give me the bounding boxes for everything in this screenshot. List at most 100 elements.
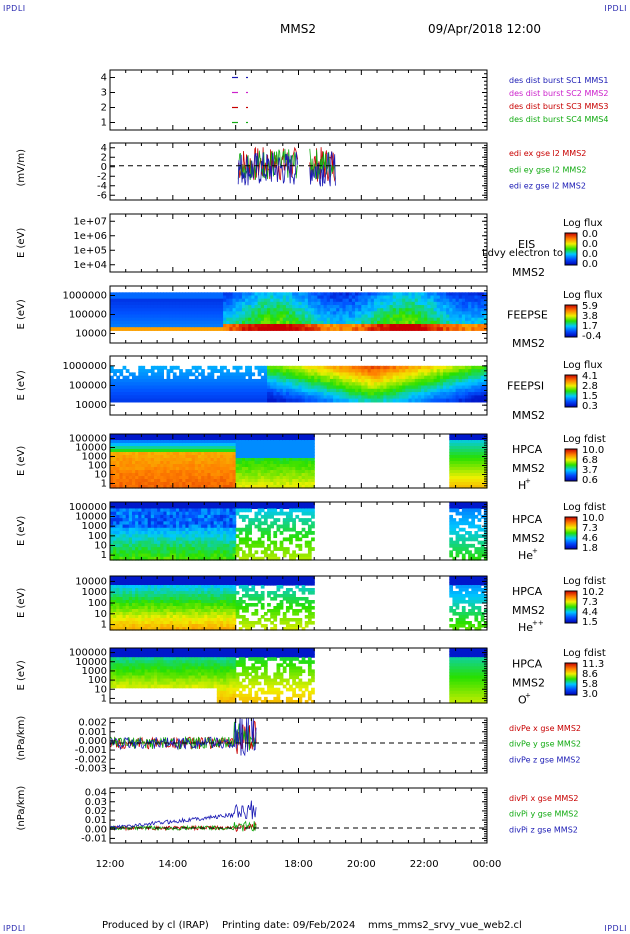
spectrogram-cell (273, 320, 278, 325)
spectrogram-cell (188, 392, 193, 396)
spectrogram-cell (125, 382, 130, 387)
spectrogram-cell (408, 292, 413, 297)
spectrogram-cell (238, 531, 243, 535)
spectrogram-cell (204, 527, 208, 532)
spectrogram-cell (125, 534, 130, 539)
spectrogram-cell (383, 382, 388, 387)
spectrogram-cell (477, 440, 482, 444)
spectrogram-cell (185, 298, 190, 303)
spectrogram-cell (169, 298, 174, 303)
spectrogram-cell (241, 372, 246, 377)
spectrogram-cell (323, 317, 328, 322)
spectrogram-cell (219, 443, 224, 447)
spectrogram-cell (157, 365, 161, 370)
spectrogram-cell (182, 534, 186, 539)
spectrogram-cell (292, 375, 296, 380)
spectrogram-cell (116, 518, 121, 522)
spectrogram-cell (238, 449, 243, 453)
spectrogram-cell (157, 543, 161, 548)
spectrogram-cell (373, 375, 378, 380)
spectrogram-cell (197, 305, 202, 309)
spectrogram-cell (213, 320, 218, 325)
spectrogram-cell (480, 392, 485, 396)
spectrogram-cell (232, 531, 237, 535)
spectrogram-cell (317, 295, 322, 300)
spectrogram-cell (276, 298, 281, 303)
spectrogram-cell (125, 375, 130, 380)
spectrogram-cell (317, 324, 322, 328)
spectrogram-cell (150, 324, 155, 328)
spectrogram-cell (254, 311, 259, 316)
spectrogram-cell (213, 369, 218, 373)
spectrogram-cell (311, 317, 315, 322)
spectrogram-cell (402, 305, 406, 309)
spectrogram-cell (326, 292, 331, 297)
spectrogram-cell (175, 378, 180, 383)
spectrogram-cell (446, 320, 450, 325)
spectrogram-cell (439, 305, 444, 309)
spectrogram-cell (157, 327, 161, 331)
spectrogram-cell (254, 473, 259, 477)
spectrogram-cell (367, 305, 372, 309)
spectrogram-cell (323, 378, 328, 383)
spectrogram-cell (226, 314, 230, 319)
spectrogram-cell (188, 527, 193, 532)
spectrogram-cell (175, 449, 180, 453)
spectrogram-cell (257, 437, 262, 441)
spectrogram-cell (235, 382, 240, 387)
spectrogram-cell (458, 305, 463, 309)
spectrogram-cell (257, 511, 262, 516)
spectrogram-cell (119, 550, 124, 555)
spectrogram-cell (169, 550, 174, 555)
spectrogram-cell (219, 395, 224, 400)
spectrogram-cell (257, 455, 262, 459)
spectrogram-cell (395, 292, 400, 297)
spectrogram-cell (355, 308, 359, 312)
spectrogram-cell (232, 452, 237, 456)
spectrogram-cell (251, 305, 256, 309)
spectrogram-cell (358, 372, 362, 377)
spectrogram-cell (282, 473, 287, 477)
spectrogram-cell (326, 385, 331, 390)
spectrogram-cell (188, 440, 193, 444)
spectrogram-cell (263, 473, 268, 477)
spectrogram-cell (333, 382, 337, 387)
spectrogram-cell (153, 464, 158, 468)
spectrogram-cell (333, 311, 337, 316)
spectrogram-cell (197, 308, 202, 312)
spectrogram-cell (201, 301, 205, 306)
spectrogram-cell (245, 485, 249, 489)
spectrogram-cell (204, 458, 208, 462)
spectrogram-cell (436, 295, 441, 300)
spectrogram-cell (116, 398, 121, 403)
spectrogram-cell (292, 385, 296, 390)
spectrogram-cell (424, 369, 428, 373)
spectrogram-cell (235, 314, 240, 319)
spectrogram-cell (160, 449, 165, 453)
spectrogram-cell (141, 505, 146, 510)
spectrogram-cell (474, 464, 479, 468)
spectrogram-cell (323, 320, 328, 325)
spectrogram-cell (465, 452, 469, 456)
spectrogram-cell (386, 372, 391, 377)
spectrogram-cell (128, 449, 133, 453)
spectrogram-cell (207, 365, 212, 370)
spectrogram-cell (144, 502, 149, 506)
spectrogram-cell (160, 434, 165, 438)
spectrogram-cell (147, 553, 152, 558)
spectrogram-cell (223, 392, 227, 396)
spectrogram-cell (282, 553, 287, 558)
spectrogram-cell (219, 553, 224, 558)
spectrogram-cell (351, 317, 356, 322)
spectrogram-cell (226, 301, 230, 306)
spectrogram-cell (295, 482, 300, 486)
spectrogram-cell (254, 485, 259, 489)
spectrogram-cell (113, 452, 117, 456)
spectrogram-cell (270, 449, 274, 453)
spectrogram-cell (113, 467, 117, 471)
spectrogram-cell (477, 375, 482, 380)
spectrogram-cell (235, 385, 240, 390)
spectrogram-cell (276, 461, 281, 465)
spectrogram-cell (116, 473, 121, 477)
spectrogram-cell (433, 301, 438, 306)
